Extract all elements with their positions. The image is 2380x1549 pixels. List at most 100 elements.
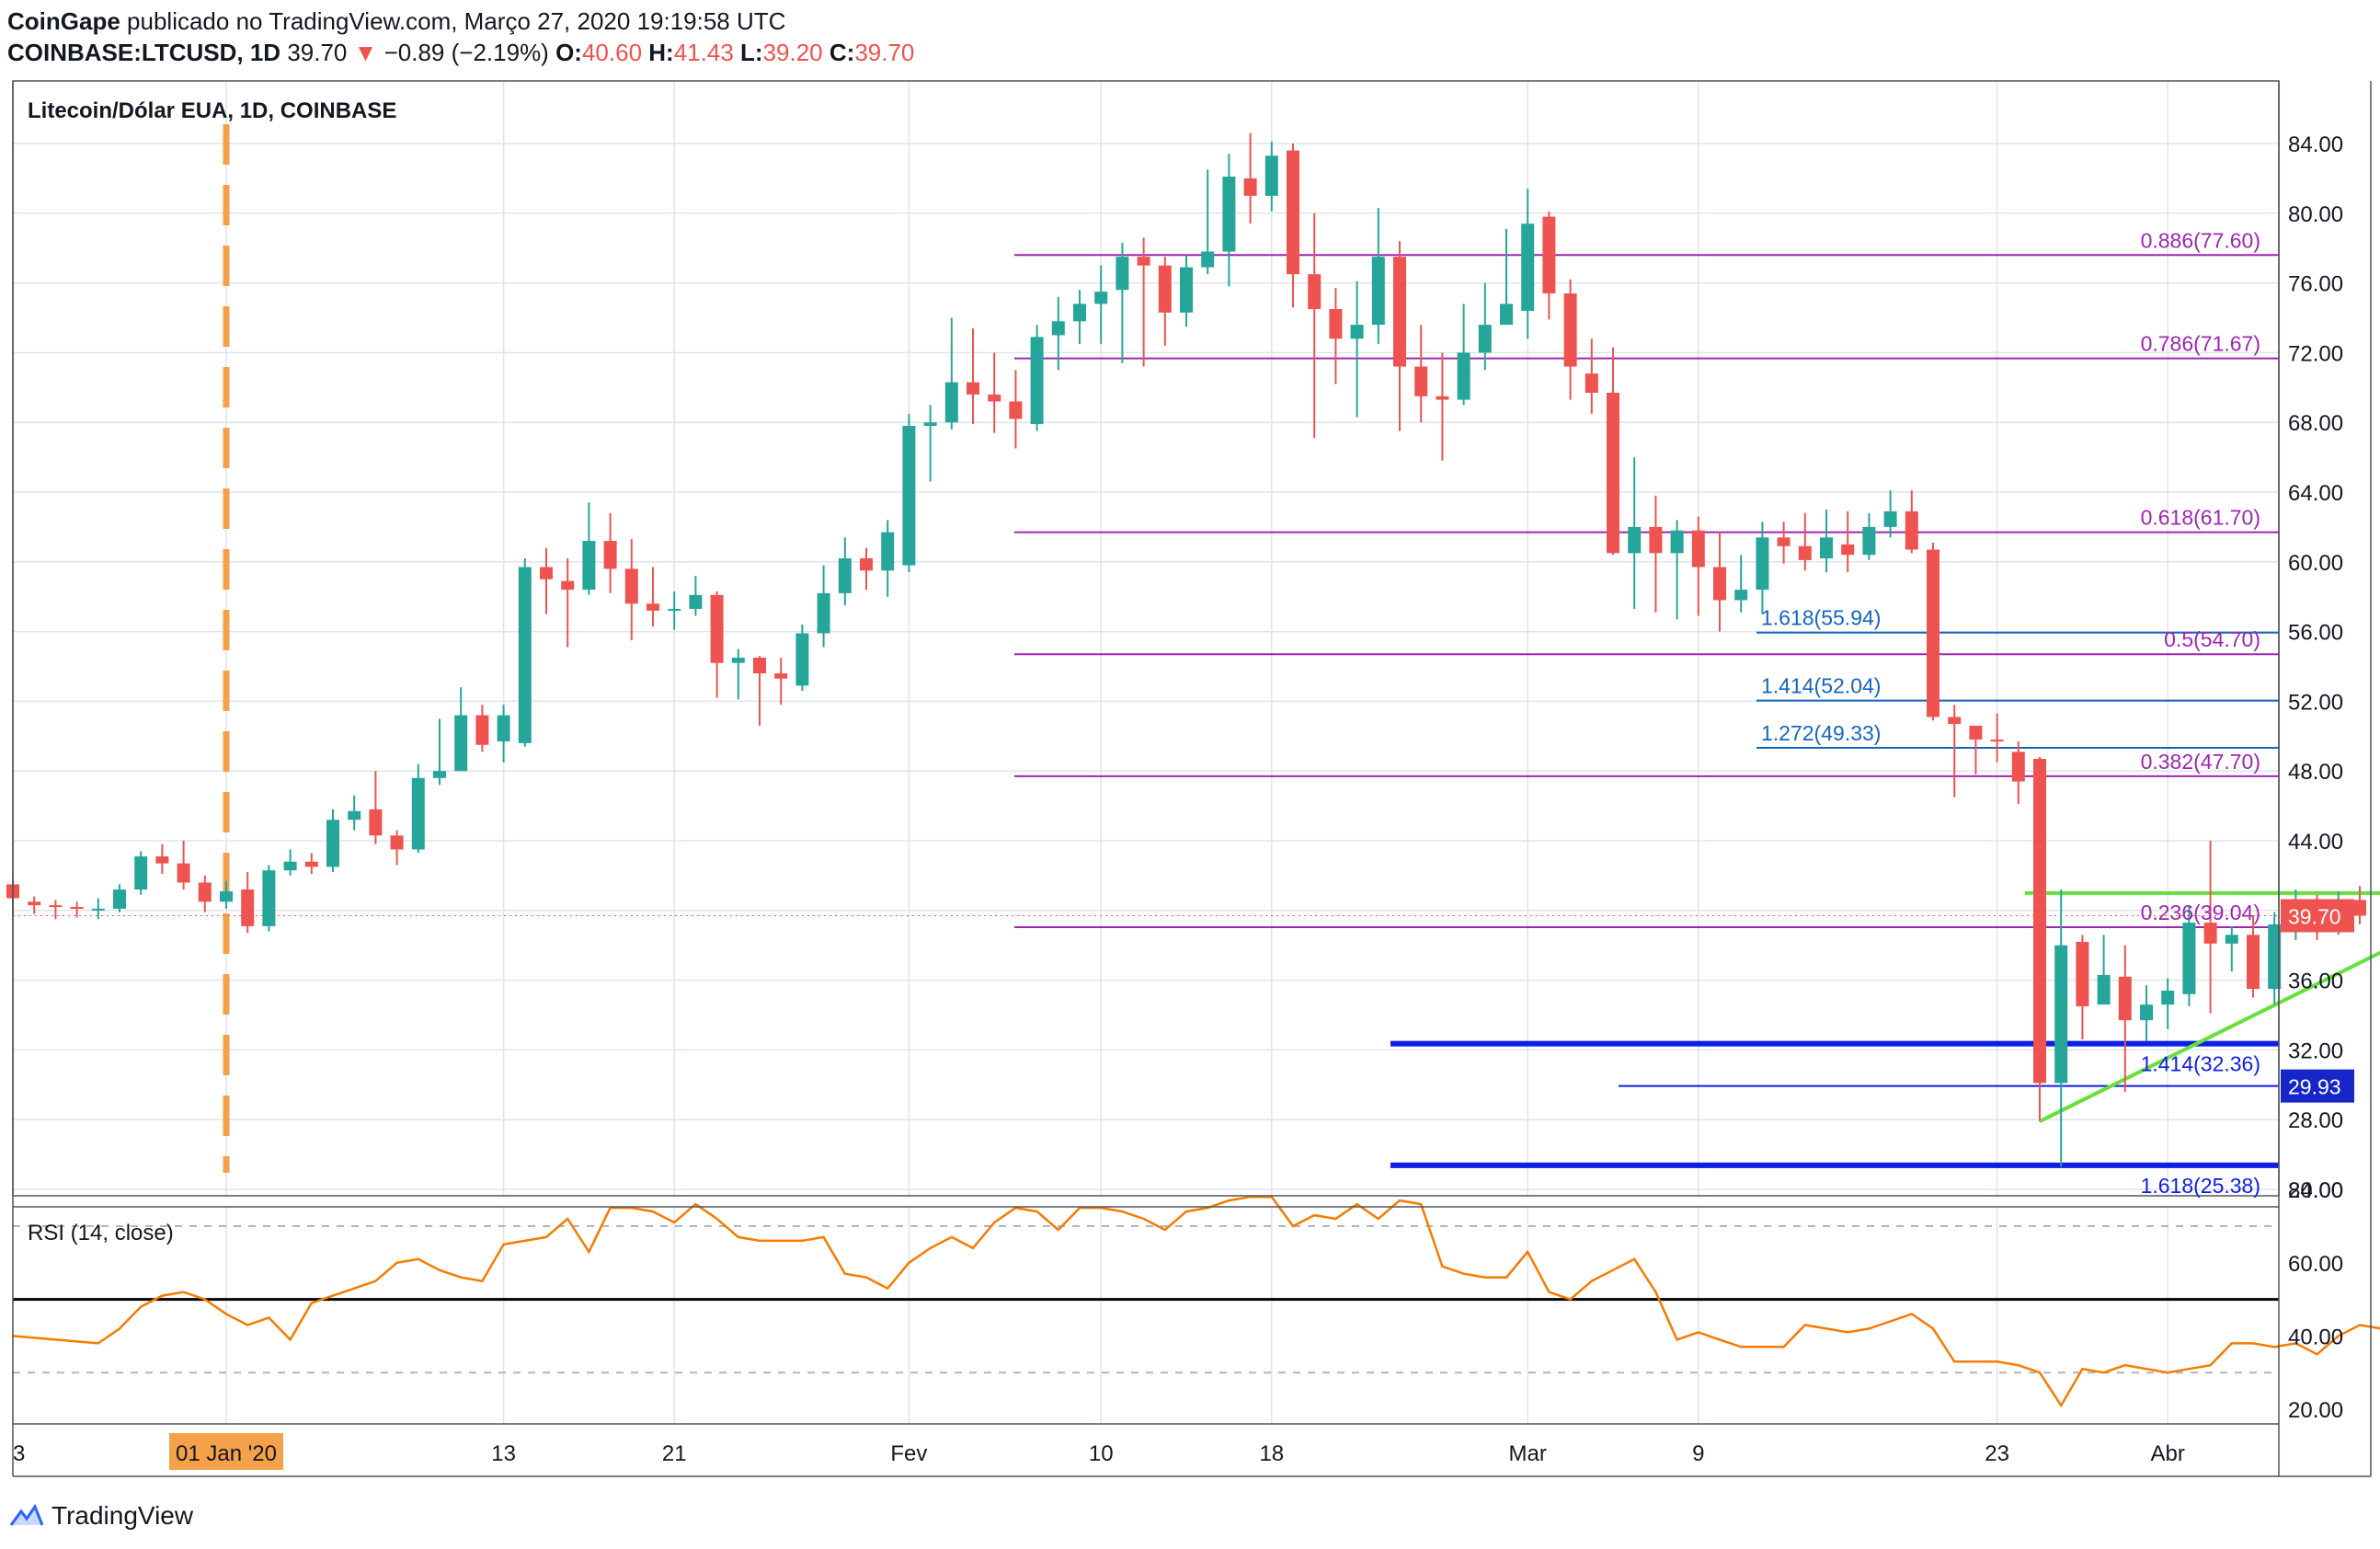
candle [1905,490,1918,554]
price-axis-label: 24.00 [2288,1178,2343,1203]
candle-body [561,580,575,591]
candle-body [1243,178,1257,196]
price-axis-label: 68.00 [2288,411,2343,436]
candle [1542,211,1556,320]
candle [689,575,703,616]
candle-body [49,905,63,908]
price-axis-label: 80.00 [2288,202,2343,227]
candle [1030,325,1044,431]
candle-body [1628,526,1642,554]
candle [1350,281,1364,418]
candle-body [177,863,190,883]
candle [646,567,659,626]
candle [1094,265,1108,344]
candle [1329,288,1343,384]
candle [1670,520,1684,620]
candle-body [1969,725,1983,740]
close-label: C: [829,39,855,66]
down-arrow-icon: ▼ [353,39,378,66]
candle-layer [6,132,2366,1167]
candle [2182,905,2196,1007]
candle-body [1883,511,1897,527]
candle-body [1841,544,1855,556]
candle [1180,255,1193,327]
candle-body [348,810,361,820]
candle-body [1180,267,1193,313]
date-highlight-badge [169,1433,283,1470]
time-axis-label: Abr [2151,1441,2185,1466]
price-axis-label: 32.00 [2288,1038,2343,1063]
candle [860,547,873,591]
candle-body [1585,373,1598,393]
rsi-line [12,1195,2380,1408]
candle [1862,512,1876,560]
candle [1073,290,1086,344]
candle-body [1329,309,1343,339]
candle [49,900,63,920]
candle [1137,237,1150,367]
candle-body [326,820,339,867]
candle-body [540,567,553,579]
published-text: publicado no TradingView.com, Março 27, … [127,7,786,35]
candle [988,352,1001,433]
candle [433,718,446,786]
candle [1883,490,1897,538]
candle [795,625,809,692]
candle-body [1862,526,1876,556]
candle [923,405,937,482]
candle-body [902,425,916,566]
price-axis-label: 84.00 [2288,132,2343,157]
support-price-text: 29.93 [2288,1075,2341,1099]
candle [582,502,596,595]
close-value: 39.70 [854,39,915,66]
fib-extension-label: 1.414(52.04) [1761,674,1881,698]
candle [1969,725,1983,774]
candle-body [624,568,638,604]
candle-body [710,594,724,663]
time-axis-label: 3 [13,1441,25,1466]
candle-body [1393,257,1406,367]
candle-body [1927,549,1939,717]
time-axis-label: 01 Jan '20 [176,1441,277,1466]
candle [902,413,916,573]
candle-body [1350,325,1364,339]
tradingview-brand[interactable]: TradingView [9,1501,193,1531]
candle-body [1649,526,1663,554]
candle [454,687,468,772]
candle-body [1308,274,1322,310]
candle-body [1371,257,1385,326]
candle [540,547,553,614]
candle [1414,325,1428,423]
candle [2268,912,2282,1005]
candle [1691,516,1705,616]
candle [668,591,681,630]
candle [1393,241,1406,431]
fib-retracement-label: 0.618(61.70) [2141,506,2260,530]
candle-body [1905,511,1918,550]
candle [2118,945,2132,1092]
candle [731,648,745,700]
candle-body [603,541,617,569]
grid-layer [12,81,2279,1424]
price-axis-label: 48.00 [2288,760,2343,785]
candle-body [1734,590,1748,601]
open-value: 40.60 [581,39,643,66]
candle-body [262,870,276,926]
candle [753,656,766,726]
candle [1607,347,1619,556]
candle-body [1201,251,1215,268]
candle [1734,555,1748,613]
low-value: 39.20 [762,39,823,66]
candle-body [283,861,297,871]
fib-overlay-layer [13,124,2380,1173]
candle [624,539,638,641]
candle [518,558,532,747]
candle-body [1094,292,1108,304]
symbol-name: COINBASE:LTCUSD, 1D [7,39,281,66]
candle-body [1713,567,1726,601]
triangle-rising-line [2039,950,2380,1123]
low-label: L: [740,39,763,66]
fib-extension-label: 1.618(55.94) [1761,606,1881,630]
candle-body [2353,900,2366,916]
